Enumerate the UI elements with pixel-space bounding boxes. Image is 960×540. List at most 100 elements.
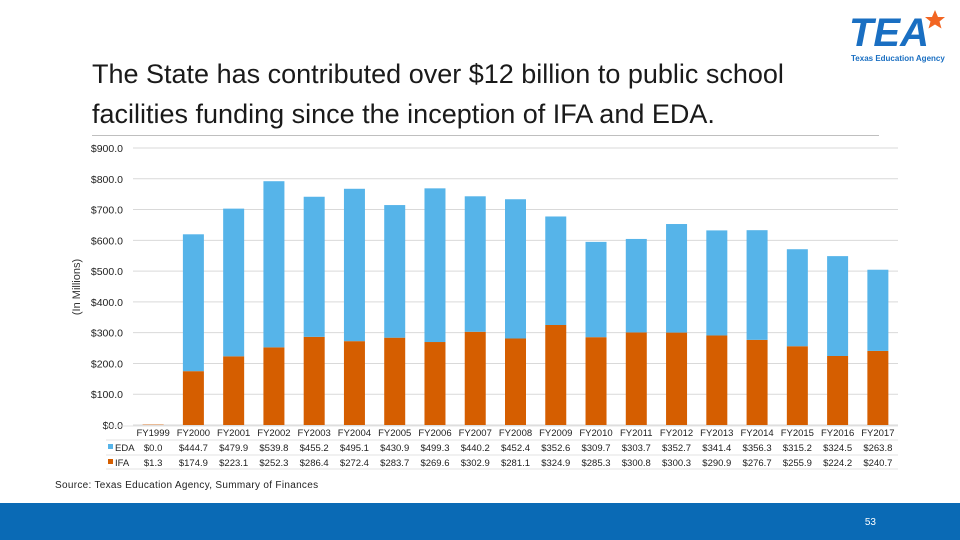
bar-eda	[223, 208, 245, 357]
data-label-ifa: $174.9	[179, 458, 208, 469]
y-tick-label: $100.0	[91, 389, 123, 401]
bar-eda	[625, 238, 647, 333]
x-tick-label: FY2016	[821, 428, 854, 439]
page-title: The State has contributed over $12 billi…	[92, 59, 784, 129]
data-label-ifa: $324.9	[541, 458, 570, 469]
source-note: Source: Texas Education Agency, Summary …	[55, 480, 319, 491]
bar-eda	[746, 230, 768, 340]
bar-ifa	[545, 325, 567, 425]
bar-eda	[464, 196, 486, 332]
page-number: 53	[864, 517, 876, 528]
x-tick-label: FY2011	[620, 428, 653, 439]
data-label-eda: $499.3	[420, 443, 449, 454]
x-tick-label: FY2009	[539, 428, 572, 439]
data-label-ifa: $252.3	[259, 458, 288, 469]
bar-eda	[263, 181, 285, 348]
x-tick-label: FY2003	[298, 428, 331, 439]
data-label-eda: $455.2	[300, 443, 329, 454]
legend-swatch-ifa	[108, 459, 113, 464]
x-tick-label: FY2017	[861, 428, 894, 439]
bar-ifa	[223, 356, 245, 425]
data-label-eda: $440.2	[461, 443, 490, 454]
x-tick-label: FY2002	[257, 428, 290, 439]
x-tick-label: FY1999	[136, 428, 169, 439]
data-label-eda: $495.1	[340, 443, 369, 454]
x-tick-label: FY2004	[338, 428, 371, 439]
bar-eda	[545, 216, 567, 326]
bar-eda	[303, 196, 325, 337]
data-label-ifa: $281.1	[501, 458, 530, 469]
texas-star-logo-icon	[925, 10, 945, 29]
data-label-eda: $341.4	[702, 443, 731, 454]
bar-eda	[505, 199, 526, 339]
bar-ifa	[263, 347, 285, 425]
bar-eda	[384, 205, 406, 338]
data-label-eda: $356.3	[743, 443, 772, 454]
data-label-eda: $309.7	[581, 443, 610, 454]
data-label-ifa: $290.9	[702, 458, 731, 469]
bar-ifa	[706, 335, 728, 425]
data-label-ifa: $224.2	[823, 458, 852, 469]
logo-subtitle: Texas Education Agency	[851, 54, 945, 63]
bar-ifa	[625, 332, 647, 425]
data-label-eda: $303.7	[622, 443, 651, 454]
bars	[142, 181, 889, 425]
data-label-eda: $539.8	[259, 443, 288, 454]
data-label-ifa: $240.7	[863, 458, 892, 469]
y-tick-label: $900.0	[91, 143, 123, 155]
x-tick-label: FY2005	[378, 428, 411, 439]
x-tick-label: FY2013	[700, 428, 733, 439]
logo-wordmark: TEA	[849, 11, 929, 55]
x-tick-label: FY2007	[459, 428, 492, 439]
data-label-ifa: $285.3	[581, 458, 610, 469]
data-table: FY1999 FY2000 FY2001 FY2002 FY2003 FY2004 FY20…	[106, 425, 898, 470]
y-axis-ticks: $0.0$100.0$200.0$300.0$400.0$500.0$600.0…	[91, 143, 123, 432]
x-tick-label: FY2006	[418, 428, 451, 439]
y-tick-label: $700.0	[91, 205, 123, 217]
bar-eda	[585, 241, 607, 338]
bar-ifa	[746, 339, 768, 425]
bar-ifa	[424, 342, 446, 425]
legend-label-eda: EDA	[115, 443, 135, 454]
x-tick-label: FY2015	[781, 428, 814, 439]
bar-ifa	[867, 350, 889, 425]
y-tick-label: $800.0	[91, 174, 123, 186]
x-tick-label: FY2012	[660, 428, 693, 439]
bar-ifa	[464, 331, 486, 425]
data-label-eda: $263.8	[863, 443, 892, 454]
data-label-ifa: $300.3	[662, 458, 691, 469]
x-tick-label: FY2001	[217, 428, 250, 439]
data-label-ifa: $269.6	[420, 458, 449, 469]
data-label-eda: $0.0	[144, 443, 163, 454]
bar-ifa	[585, 337, 607, 425]
data-label-ifa: $300.8	[622, 458, 651, 469]
bar-ifa	[303, 336, 325, 425]
bar-eda	[786, 249, 808, 347]
x-tick-label: FY2014	[740, 428, 773, 439]
bar-ifa	[827, 355, 849, 425]
data-label-eda: $315.2	[783, 443, 812, 454]
data-label-eda: $444.7	[179, 443, 208, 454]
bar-eda	[343, 188, 365, 342]
bar-eda	[666, 224, 688, 333]
y-axis-label: (In Millions)	[71, 259, 83, 315]
tea-logo: TEA Texas Education Agency	[849, 10, 945, 63]
data-label-ifa: $283.7	[380, 458, 409, 469]
bar-ifa	[182, 371, 204, 425]
x-tick-label: FY2000	[177, 428, 210, 439]
bar-eda	[867, 269, 889, 351]
bar-ifa	[384, 337, 406, 425]
y-tick-label: $300.0	[91, 328, 123, 340]
bar-ifa	[666, 332, 688, 425]
y-tick-label: $200.0	[91, 358, 123, 370]
data-label-ifa: $286.4	[300, 458, 329, 469]
data-label-eda: $452.4	[501, 443, 530, 454]
data-label-eda: $479.9	[219, 443, 248, 454]
legend-swatch-eda	[108, 444, 113, 449]
data-label-eda: $430.9	[380, 443, 409, 454]
y-tick-label: $600.0	[91, 235, 123, 247]
data-label-ifa: $255.9	[783, 458, 812, 469]
bar-ifa	[786, 346, 808, 425]
footer-bar: 53	[0, 503, 960, 540]
